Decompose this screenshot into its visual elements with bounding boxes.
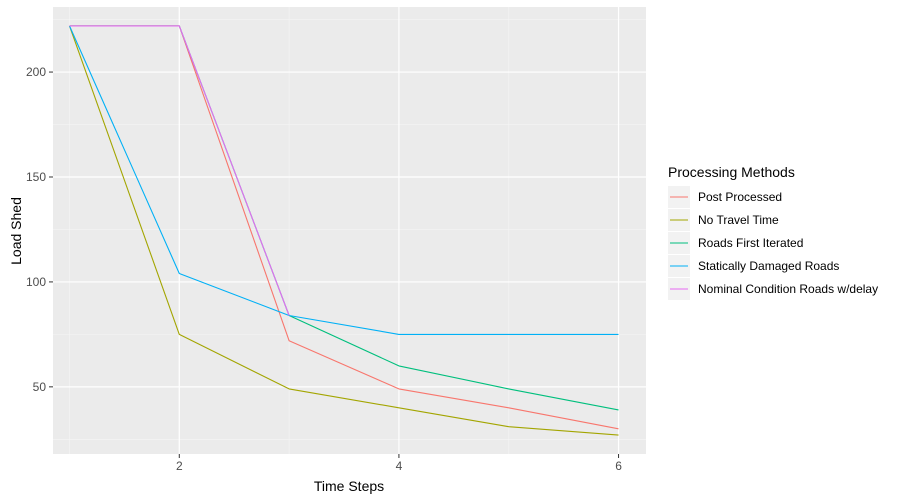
y-tick-label: 200 xyxy=(26,65,46,79)
plot-panel xyxy=(53,7,646,454)
x-tick-label: 4 xyxy=(396,459,403,473)
x-tick-label: 2 xyxy=(176,459,183,473)
x-axis-title: Time Steps xyxy=(314,478,384,494)
legend-label: Roads First Iterated xyxy=(698,236,803,250)
legend-label: No Travel Time xyxy=(698,213,779,227)
legend-label: Nominal Condition Roads w/delay xyxy=(698,282,878,296)
series-line-2 xyxy=(68,25,619,436)
legend-label: Statically Damaged Roads xyxy=(698,259,839,273)
series-line-4 xyxy=(68,25,619,335)
y-tick-label: 50 xyxy=(33,380,47,394)
legend-item: No Travel Time xyxy=(668,209,779,231)
legend-label: Post Processed xyxy=(698,190,782,204)
minor-gridlines xyxy=(53,7,646,454)
y-axis: 50 100 150 200 xyxy=(26,65,53,394)
major-gridlines xyxy=(53,7,646,454)
legend-item: Post Processed xyxy=(668,186,782,208)
x-axis: 2 4 6 xyxy=(176,454,622,473)
series-line-5 xyxy=(69,25,290,316)
legend-item: Statically Damaged Roads xyxy=(668,255,839,277)
legend: Processing Methods Post Processed No Trav… xyxy=(668,164,878,300)
y-tick-label: 150 xyxy=(26,170,46,184)
legend-item: Nominal Condition Roads w/delay xyxy=(668,278,878,300)
x-tick-label: 6 xyxy=(615,459,622,473)
y-tick-label: 100 xyxy=(26,275,46,289)
y-axis-title: Load Shed xyxy=(8,197,24,265)
legend-title: Processing Methods xyxy=(668,164,795,180)
legend-item: Roads First Iterated xyxy=(668,232,803,254)
series-lines xyxy=(68,25,619,436)
